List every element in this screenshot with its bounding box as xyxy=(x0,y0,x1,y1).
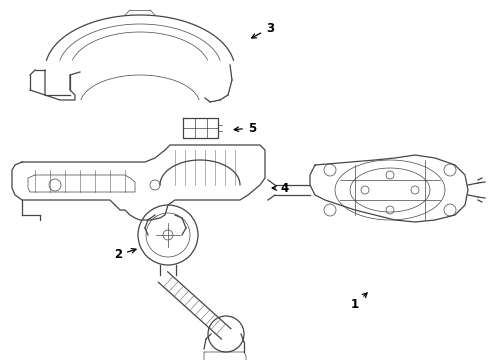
Text: 2: 2 xyxy=(114,248,136,261)
Text: 5: 5 xyxy=(234,122,256,135)
Text: 4: 4 xyxy=(272,181,289,194)
Text: 3: 3 xyxy=(252,22,274,38)
Text: 1: 1 xyxy=(351,293,367,311)
